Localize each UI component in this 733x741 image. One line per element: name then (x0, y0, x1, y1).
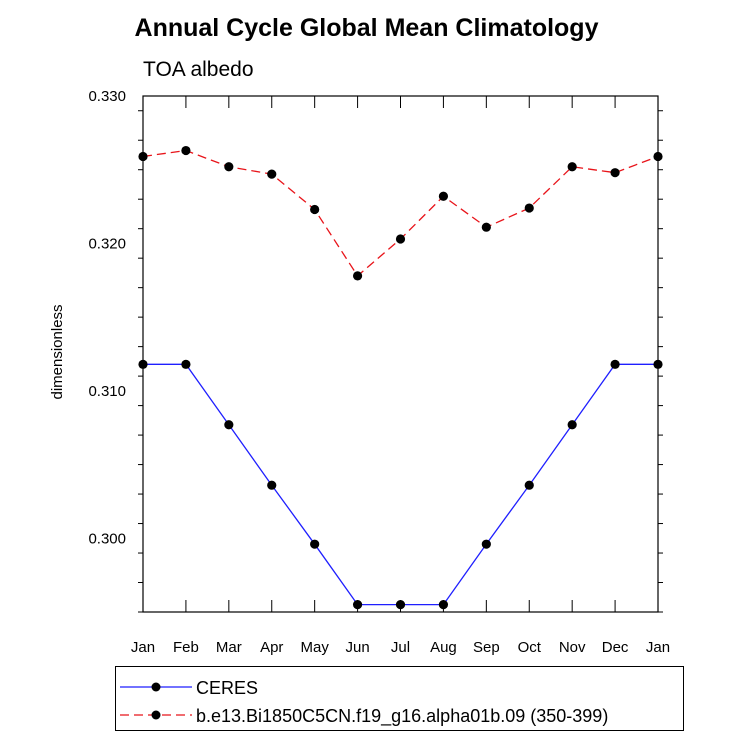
legend-label-0: CERES (196, 678, 259, 698)
series-line-0 (143, 363, 658, 606)
data-point-1 (438, 191, 449, 201)
legend-marker-0 (120, 682, 192, 692)
data-point-1 (524, 203, 534, 213)
data-point-1 (481, 222, 491, 232)
y-tick-label: 0.330 (88, 88, 126, 105)
data-point-1 (310, 204, 320, 215)
data-point-1 (352, 271, 363, 281)
x-tick-label: Jan (646, 639, 670, 656)
data-point-0 (224, 420, 234, 430)
x-tick-label: Mar (216, 639, 242, 656)
data-point-0 (267, 480, 277, 490)
data-point-0 (181, 359, 191, 369)
data-point-1 (395, 234, 406, 244)
x-tick-label: Nov (559, 639, 586, 656)
data-point-1 (181, 145, 191, 156)
data-point-0 (310, 539, 320, 549)
data-point-1 (224, 162, 234, 172)
x-tick-label: Jan (131, 639, 155, 656)
plot-frame (142, 95, 659, 613)
chart-legend: CERES b.e13.Bi1850C5CN.f19_g16.alpha01b.… (115, 666, 684, 731)
data-point-1 (267, 169, 277, 179)
y-axis-label: dimensionless (49, 304, 66, 399)
legend-entry-0: CERES (116, 673, 683, 701)
data-point-1 (610, 168, 620, 178)
x-tick-label: Apr (260, 639, 283, 656)
chart-title: Annual Cycle Global Mean Climatology (134, 14, 599, 42)
x-tick-label: Oct (518, 639, 542, 656)
data-point-1 (567, 162, 577, 172)
y-tick-label: 0.300 (88, 530, 126, 547)
legend-label-1: b.e13.Bi1850C5CN.f19_g16.alpha01b.09 (35… (196, 706, 609, 726)
data-point-0 (610, 359, 620, 369)
y-tick-label: 0.320 (88, 235, 126, 252)
x-tick-label: Feb (173, 639, 199, 656)
x-tick-label: Aug (430, 639, 457, 656)
data-point-0 (481, 539, 491, 549)
x-tick-label: May (300, 639, 329, 656)
legend-entry-1: b.e13.Bi1850C5CN.f19_g16.alpha01b.09 (35… (116, 701, 683, 729)
y-tick-label: 0.310 (88, 383, 126, 400)
x-tick-label: Jun (345, 639, 369, 656)
x-tick-label: Sep (473, 639, 500, 656)
series-line-1 (142, 149, 659, 277)
x-tick-label: Dec (602, 639, 629, 656)
x-tick-label: Jul (391, 639, 410, 656)
chart-subtitle: TOA albedo (143, 58, 254, 81)
data-point-0 (567, 420, 577, 430)
legend-marker-1 (120, 710, 192, 720)
data-point-0 (524, 480, 534, 490)
